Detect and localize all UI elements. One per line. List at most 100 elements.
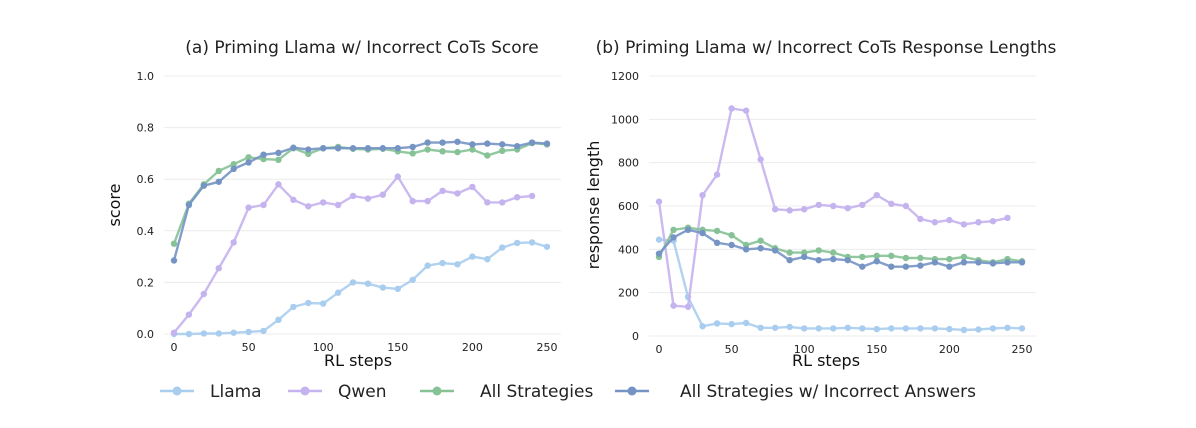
data-point <box>1018 325 1026 332</box>
y-ticks: 0.0 0.2 0.4 0.6 0.8 1.0 <box>137 70 155 341</box>
x-axis-label: RL steps <box>792 351 860 370</box>
data-point <box>424 146 431 153</box>
data-point <box>684 226 692 234</box>
data-point <box>454 148 461 156</box>
data-point <box>185 330 193 338</box>
legend-label: All Strategies <box>480 382 593 402</box>
x-tick-label: 50 <box>725 343 739 356</box>
series-qwen <box>170 173 536 336</box>
x-tick-label: 200 <box>939 343 960 356</box>
data-point <box>424 139 431 146</box>
data-point <box>334 201 342 209</box>
data-point <box>960 221 968 228</box>
data-point <box>230 165 237 173</box>
data-point <box>275 149 282 157</box>
y-tick-label: 1200 <box>611 70 639 83</box>
series-line <box>174 241 548 336</box>
data-point <box>713 227 721 235</box>
data-point <box>713 239 721 247</box>
data-point <box>349 192 357 200</box>
data-point <box>728 241 735 249</box>
data-point <box>801 206 808 213</box>
legend-label: Llama <box>210 382 262 402</box>
data-point <box>655 236 663 243</box>
series-line <box>173 175 533 334</box>
data-point <box>786 256 793 264</box>
data-point <box>215 265 222 272</box>
data-point <box>513 142 521 150</box>
data-point <box>409 276 416 284</box>
series <box>170 138 551 338</box>
data-point <box>801 253 808 261</box>
data-point <box>815 256 822 264</box>
legend-label: Qwen <box>338 382 387 402</box>
data-point <box>859 325 866 332</box>
data-point <box>888 325 895 332</box>
data-point <box>902 202 910 210</box>
data-point <box>215 330 222 337</box>
y-tick-label: 0.4 <box>137 225 155 238</box>
data-point <box>499 199 506 206</box>
data-point <box>946 216 953 224</box>
x-tick-label: 100 <box>313 341 334 354</box>
data-point <box>830 325 837 332</box>
data-point <box>320 300 327 307</box>
series-line <box>657 226 1023 264</box>
data-point <box>771 206 779 213</box>
data-point <box>454 138 461 145</box>
data-point <box>394 173 401 180</box>
y-tick-label: 800 <box>618 157 639 170</box>
chart-title: (a) Priming Llama w/ Incorrect CoTs Scor… <box>185 38 538 58</box>
y-tick-label: 0.0 <box>137 328 155 341</box>
data-point <box>946 255 953 263</box>
x-tick-label: 250 <box>537 341 558 354</box>
data-point <box>960 259 968 266</box>
data-point <box>170 257 178 264</box>
data-point <box>699 323 706 330</box>
data-point <box>409 150 416 157</box>
data-point <box>275 181 282 188</box>
data-point <box>844 204 851 212</box>
data-point <box>543 243 551 250</box>
data-point <box>873 191 880 199</box>
data-point <box>305 299 312 307</box>
data-point <box>230 329 237 336</box>
data-point <box>902 325 910 332</box>
data-point <box>844 256 851 264</box>
data-point <box>364 145 372 152</box>
data-point <box>888 252 895 260</box>
data-point <box>742 107 750 114</box>
data-point <box>275 316 282 324</box>
data-point <box>454 261 461 268</box>
data-point <box>888 200 895 208</box>
chart-score: (a) Priming Llama w/ Incorrect CoTs Scor… <box>105 38 561 370</box>
data-point <box>290 196 297 204</box>
series-line <box>172 141 548 245</box>
y-tick-label: 0.8 <box>137 122 155 135</box>
data-point <box>260 327 267 335</box>
y-tick-label: 600 <box>618 200 639 213</box>
data-point <box>699 191 706 199</box>
data-point <box>771 324 779 331</box>
data-point <box>543 140 551 147</box>
data-point <box>728 320 735 328</box>
x-tick-label: 0 <box>656 343 663 356</box>
data-point <box>320 199 327 206</box>
data-point <box>1004 214 1011 222</box>
y-ticks: 0 200 400 600 800 1000 1200 <box>611 70 639 343</box>
y-tick-label: 0.6 <box>137 173 155 186</box>
legend: Llama Qwen All Strategies All Strategies w/… <box>160 382 976 402</box>
data-point <box>245 154 252 161</box>
y-tick-label: 0 <box>632 330 639 343</box>
data-point <box>320 145 327 152</box>
data-point <box>873 252 880 260</box>
data-point <box>902 263 910 270</box>
x-tick-label: 150 <box>387 341 408 354</box>
data-point <box>379 191 387 198</box>
data-point <box>931 325 939 332</box>
legend-swatch-marker <box>300 386 310 396</box>
series-line <box>658 228 1022 268</box>
data-point <box>364 280 372 287</box>
data-point <box>757 237 764 244</box>
